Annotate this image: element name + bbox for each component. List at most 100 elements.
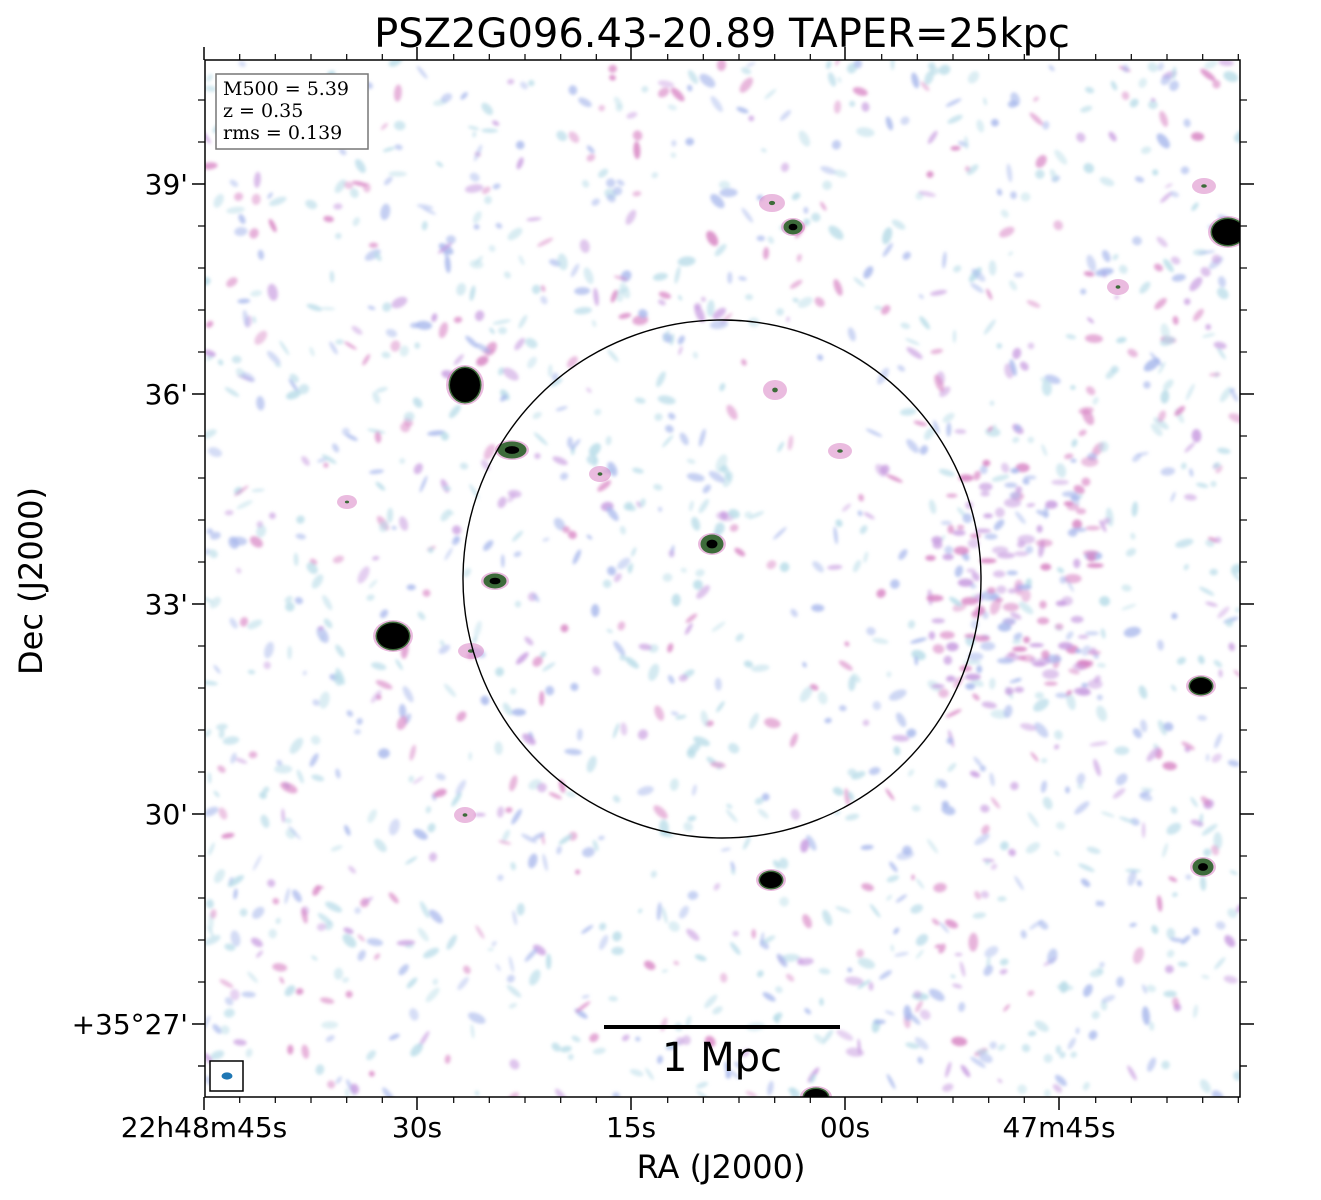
noise-speck: [1055, 692, 1069, 699]
noise-speck: [825, 60, 832, 70]
noise-speck: [545, 685, 555, 696]
noise-speck: [1175, 538, 1194, 548]
noise-speck: [378, 521, 389, 533]
noise-speck: [586, 455, 599, 466]
noise-speck: [388, 60, 403, 67]
noise-speck: [959, 961, 966, 977]
noise-speck: [1085, 386, 1096, 396]
noise-speck: [274, 764, 293, 774]
noise-speck: [1065, 786, 1070, 794]
noise-speck: [1140, 790, 1151, 797]
noise-speck: [741, 67, 752, 75]
noise-speck: [296, 769, 304, 784]
noise-speck: [911, 874, 915, 881]
noise-speck: [1000, 209, 1009, 218]
noise-speck: [256, 520, 264, 528]
noise-speck: [886, 474, 903, 483]
diffuse-emission-speck: [943, 655, 953, 665]
noise-speck: [644, 960, 656, 970]
noise-speck: [1127, 870, 1137, 886]
noise-speck: [238, 214, 246, 225]
noise-speck: [1076, 772, 1086, 785]
noise-speck: [734, 1061, 744, 1069]
noise-speck: [518, 314, 528, 329]
noise-speck: [719, 511, 728, 520]
noise-speck: [894, 951, 909, 957]
noise-speck: [591, 198, 600, 206]
noise-speck: [1160, 191, 1173, 203]
diffuse-emission-speck: [1086, 553, 1096, 562]
noise-speck: [833, 279, 843, 296]
noise-speck: [1180, 462, 1187, 470]
noise-speck: [1130, 817, 1140, 826]
noise-speck: [1034, 722, 1049, 738]
noise-speck: [984, 946, 999, 958]
source-core: [462, 813, 468, 817]
noise-speck: [1233, 669, 1240, 677]
noise-speck: [1164, 183, 1173, 189]
noise-speck: [836, 1029, 854, 1041]
noise-speck: [704, 994, 718, 1009]
diffuse-emission-speck: [1003, 498, 1022, 508]
noise-speck: [1034, 691, 1044, 700]
diffuse-emission-speck: [987, 587, 996, 594]
diffuse-emission-speck: [1070, 458, 1077, 463]
noise-speck: [343, 927, 354, 934]
noise-speck: [648, 663, 660, 681]
noise-speck: [662, 573, 673, 582]
noise-speck: [1074, 801, 1090, 815]
noise-speck: [286, 390, 301, 400]
noise-speck: [378, 748, 390, 759]
diffuse-emission-speck: [997, 552, 1015, 559]
noise-speck: [684, 623, 693, 635]
noise-speck: [606, 506, 619, 522]
noise-speck: [1108, 131, 1117, 142]
noise-speck: [698, 428, 706, 447]
noise-speck: [851, 673, 861, 683]
diffuse-emission-speck: [1018, 584, 1032, 590]
noise-speck: [414, 342, 421, 349]
noise-speck: [295, 533, 306, 540]
noise-speck: [926, 170, 934, 178]
noise-speck: [929, 289, 948, 296]
noise-speck: [915, 949, 924, 959]
noise-speck: [627, 565, 631, 572]
noise-speck: [409, 1008, 419, 1021]
diffuse-emission-speck: [1035, 539, 1053, 547]
noise-speck: [362, 353, 371, 366]
noise-speck: [545, 953, 552, 970]
diffuse-emission-speck: [1014, 551, 1029, 557]
noise-speck: [692, 351, 699, 359]
noise-speck: [444, 255, 451, 274]
noise-speck: [983, 319, 996, 335]
noise-speck: [1093, 758, 1101, 777]
noise-speck: [274, 363, 282, 368]
noise-speck: [213, 790, 220, 798]
noise-speck: [726, 803, 733, 809]
noise-speck: [521, 833, 537, 844]
noise-speck: [886, 875, 900, 883]
noise-speck: [687, 815, 697, 822]
noise-speck: [980, 804, 990, 813]
noise-speck: [379, 609, 389, 619]
noise-speck: [372, 556, 380, 561]
diffuse-emission-speck: [1017, 655, 1027, 661]
noise-speck: [233, 888, 238, 900]
noise-speck: [1200, 267, 1211, 277]
noise-speck: [316, 626, 329, 643]
noise-speck: [354, 159, 366, 173]
noise-speck: [1095, 900, 1100, 907]
noise-speck: [382, 1087, 395, 1097]
noise-speck: [1007, 100, 1018, 108]
info-box: M500 = 5.39 z = 0.35 rms = 0.139: [215, 73, 369, 150]
noise-speck: [1184, 442, 1196, 453]
noise-speck: [329, 270, 335, 283]
noise-speck: [954, 565, 964, 578]
noise-speck: [1192, 1004, 1199, 1019]
noise-speck: [716, 60, 727, 71]
noise-speck: [1146, 984, 1157, 993]
noise-speck: [1213, 341, 1227, 350]
noise-speck: [1014, 875, 1024, 891]
noise-speck: [872, 637, 889, 644]
noise-speck: [528, 853, 538, 869]
